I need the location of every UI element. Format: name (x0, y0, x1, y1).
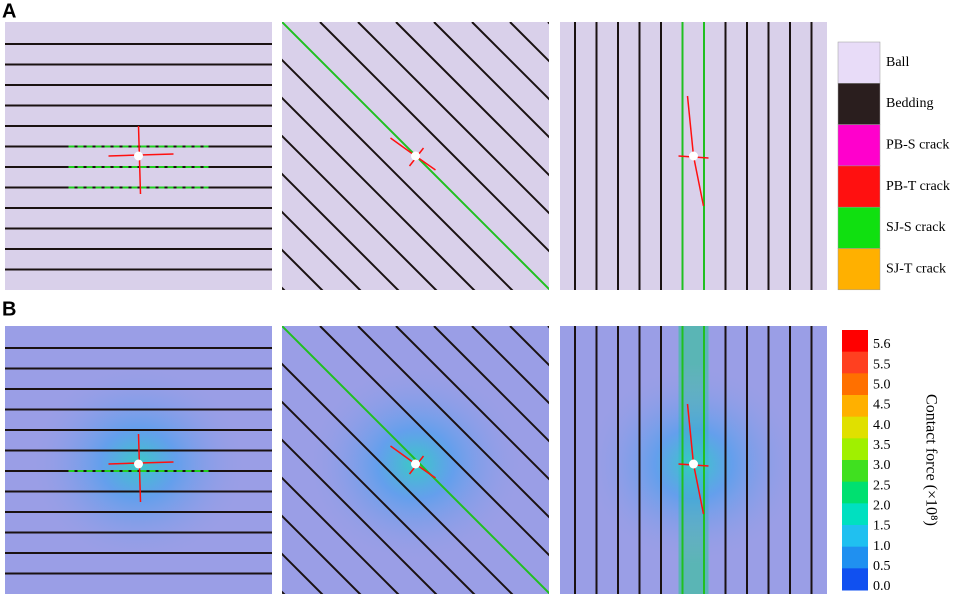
colorbar-tick-label: 2.0 (873, 499, 891, 514)
panel (282, 22, 549, 290)
panel (5, 22, 272, 290)
legend-label: SJ-S crack (886, 220, 946, 235)
legend-swatch (837, 41, 881, 84)
colorbar-segment (842, 373, 868, 396)
colorbar-segment (842, 351, 868, 374)
colorbar-title: Contact force (×10⁸) (922, 394, 939, 526)
bedding (395, 326, 549, 481)
bedding (282, 96, 476, 290)
colorbar-tick-label: 1.5 (873, 519, 891, 534)
colorbar-tick-label: 1.0 (873, 539, 891, 554)
bedding (282, 134, 438, 290)
legend-swatch (837, 124, 881, 167)
colorbar-segment (842, 525, 868, 548)
borehole (689, 459, 698, 469)
legend-label: Bedding (886, 96, 933, 111)
colorbar-segment (842, 546, 868, 569)
legend-swatch (837, 165, 881, 208)
panel (282, 326, 549, 594)
bedding (357, 22, 549, 215)
colorbar-tick-label: 4.0 (873, 418, 891, 433)
bedding (282, 362, 514, 594)
legend-swatch (837, 248, 881, 291)
legend-label: PB-T crack (886, 179, 950, 194)
colorbar-tick-label: 3.0 (873, 458, 891, 473)
bedding (319, 22, 549, 253)
bedding (282, 552, 324, 594)
borehole (411, 151, 420, 161)
colorbar-tick-label: 3.5 (873, 438, 891, 453)
borehole (134, 151, 143, 161)
panel (560, 22, 827, 290)
bedding (282, 514, 362, 594)
bedding (319, 326, 549, 557)
colorbar-segment (842, 503, 868, 526)
borehole (689, 151, 698, 161)
colorbar-segment (842, 330, 868, 353)
bedding (433, 326, 549, 443)
legend-swatch (837, 206, 881, 249)
legend-label: Ball (886, 55, 909, 70)
legend-label: PB-S crack (886, 137, 949, 152)
bedding (471, 326, 549, 405)
bedding (282, 476, 400, 594)
legend-label: SJ-T crack (886, 261, 946, 276)
colorbar-tick-label: 2.5 (873, 478, 891, 493)
colorbar-tick-label: 0.5 (873, 559, 891, 574)
panel (5, 326, 272, 594)
bedding (357, 326, 549, 519)
panel-label: B (2, 298, 16, 320)
bedding (471, 22, 549, 101)
colorbar-tick-label: 5.0 (873, 378, 891, 393)
colorbar-segment (842, 568, 868, 591)
bedding (282, 22, 549, 290)
borehole (134, 459, 143, 469)
bedding (282, 210, 362, 290)
bedding (282, 438, 438, 594)
colorbar-tick-label: 4.5 (873, 398, 891, 413)
bedding (282, 172, 400, 290)
panel (560, 326, 827, 594)
colorbar-segment (842, 460, 868, 483)
colorbar-segment (842, 438, 868, 461)
bedding (395, 22, 549, 177)
bedding (282, 248, 324, 290)
panel-label: A (2, 0, 16, 22)
bedding (282, 400, 476, 594)
borehole (411, 459, 420, 469)
colorbar-segment (842, 481, 868, 504)
colorbar-tick-label: 5.5 (873, 357, 891, 372)
bedding (433, 22, 549, 139)
colorbar-segment (842, 395, 868, 418)
colorbar-tick-label: 5.6 (873, 337, 891, 352)
legend-swatch (837, 83, 881, 125)
colorbar-tick-label: 0.0 (873, 579, 891, 594)
colorbar-segment (842, 416, 868, 439)
bedding (282, 58, 514, 290)
